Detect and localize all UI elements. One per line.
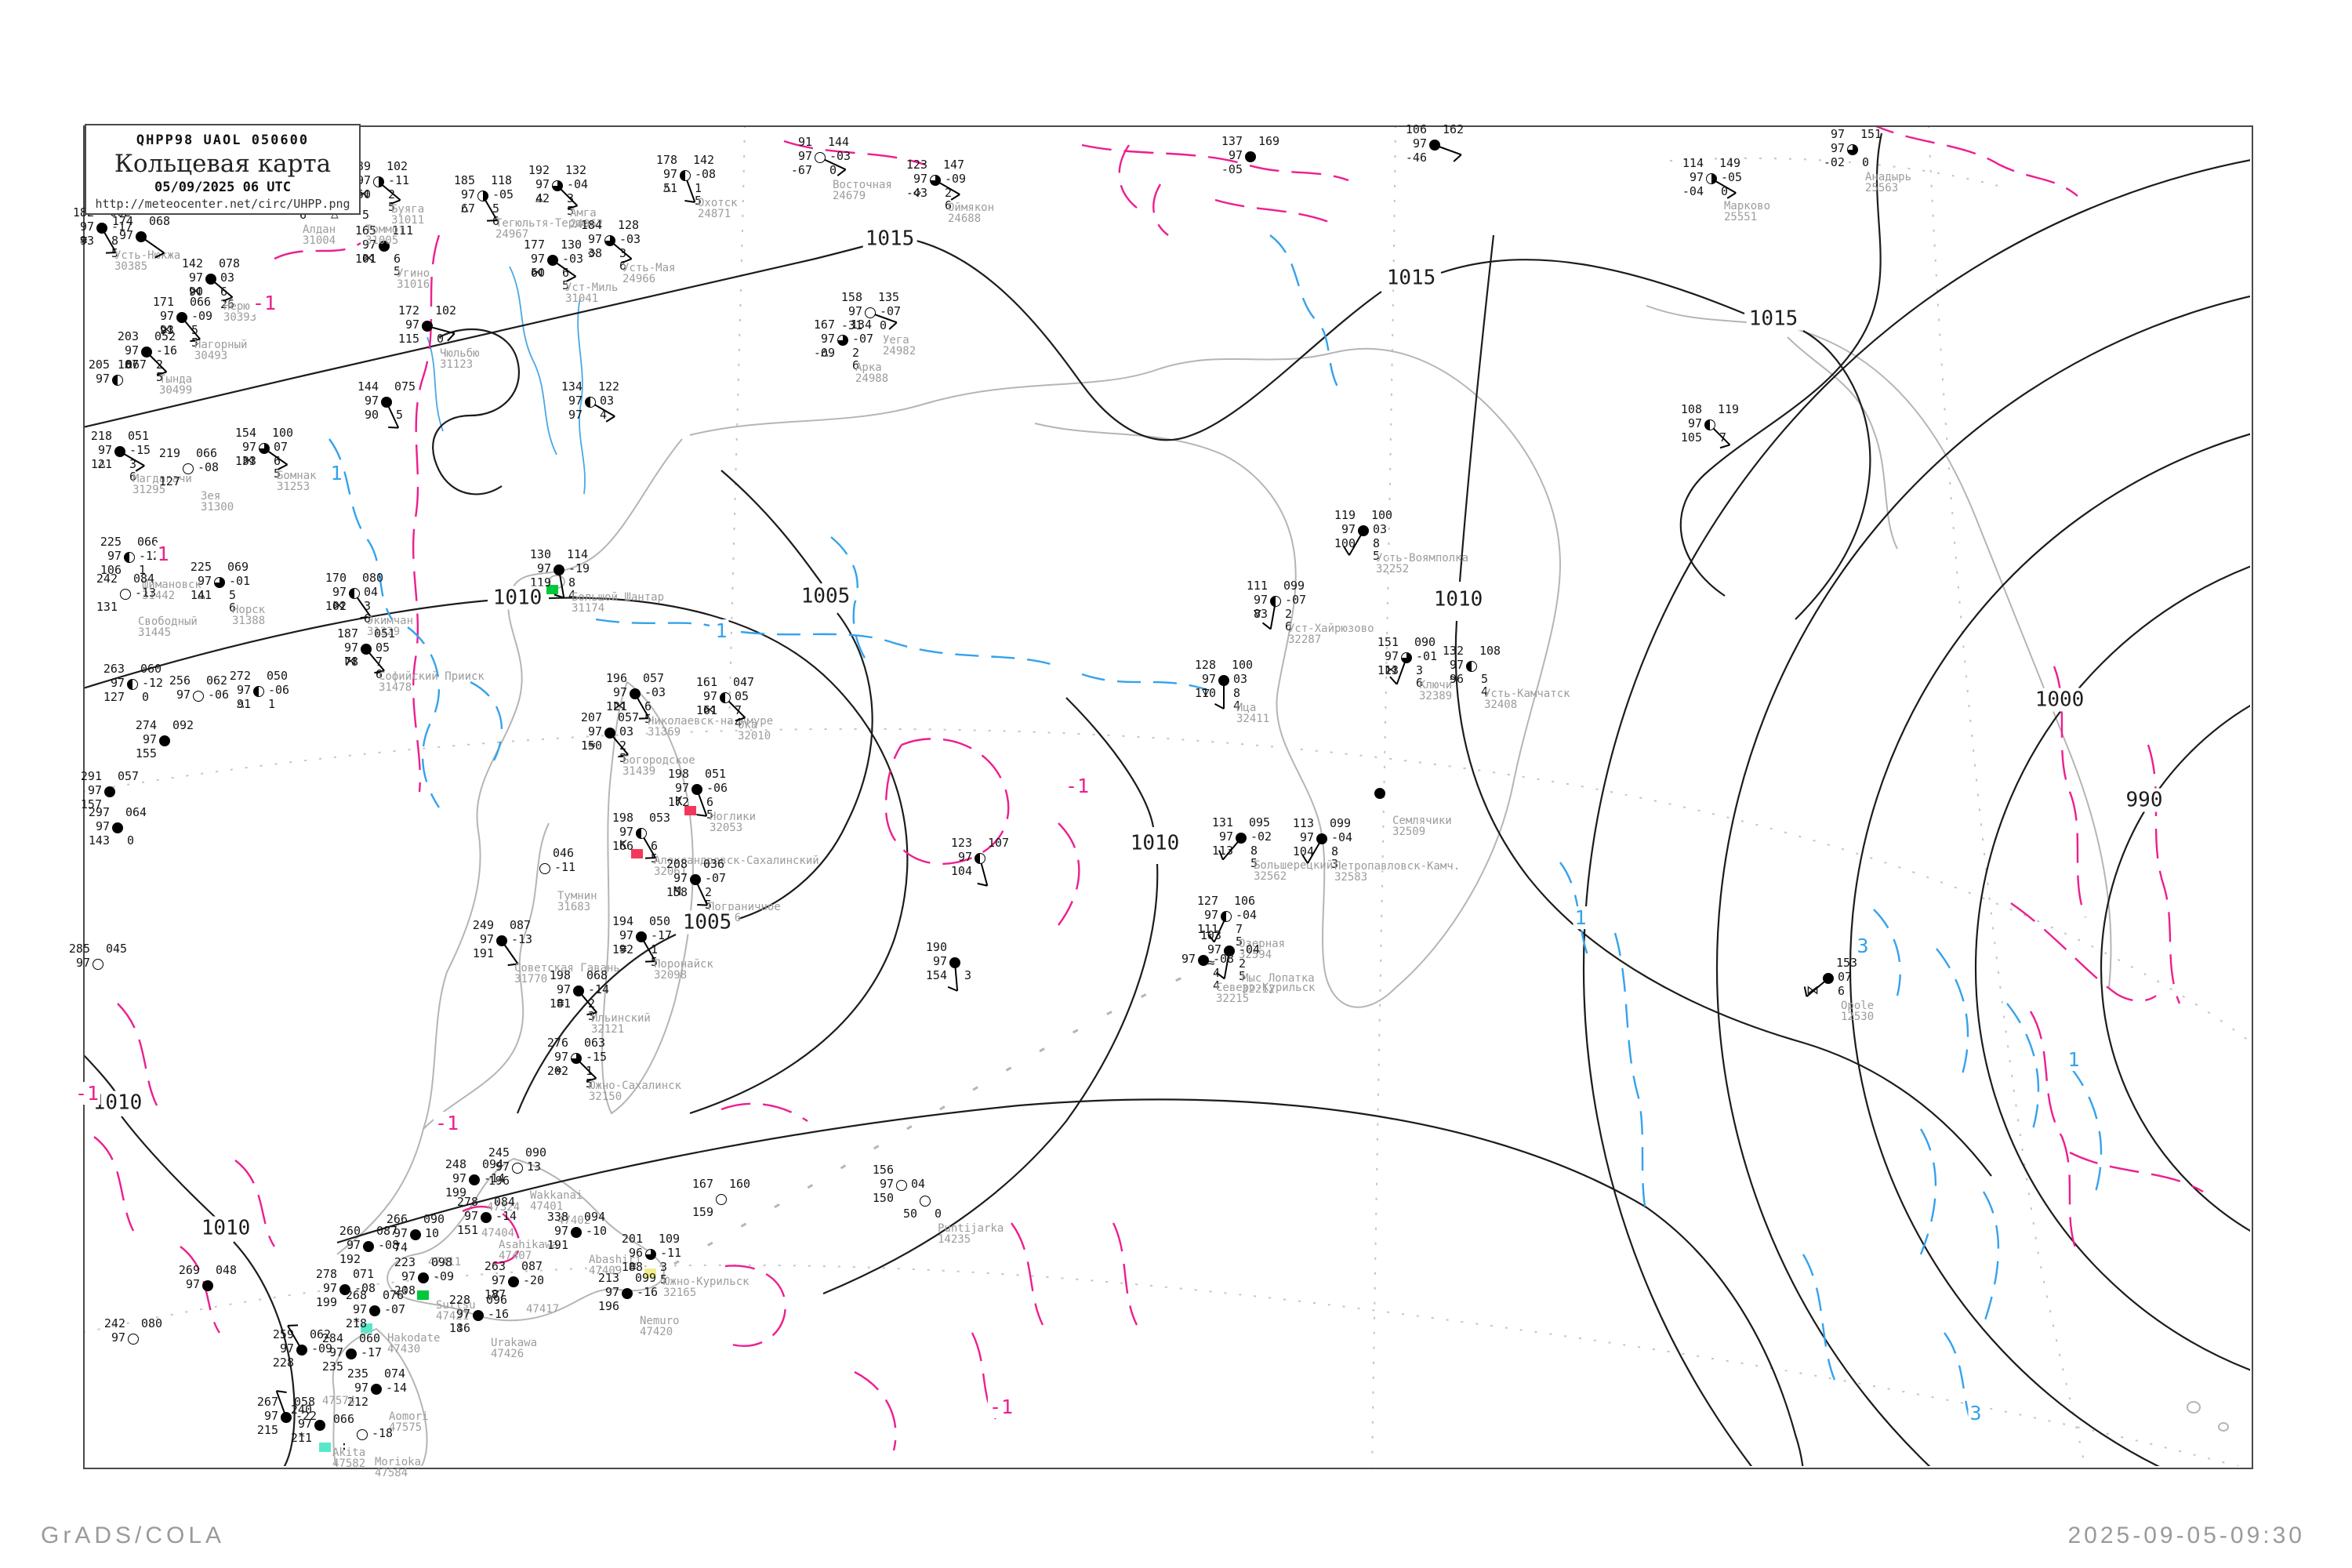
- advection-layer: [328, 234, 2103, 1436]
- source-url: http://meteocenter.net/circ/UHPP.png: [95, 197, 350, 211]
- title-box: QHPP98 UAOL 050600 Кольцевая карта 05/09…: [85, 124, 361, 215]
- map-title: Кольцевая карта: [114, 150, 332, 178]
- kuril-chain: [673, 964, 1212, 1265]
- render-timestamp: 2025-09-05-09:30: [2067, 1523, 2305, 1548]
- map-frame: [83, 125, 2253, 1469]
- front-layer: [93, 127, 2204, 1451]
- graticule-layer: [85, 127, 2250, 1466]
- bulletin-header: QHPP98 UAOL 050600: [136, 132, 310, 148]
- isobar-layer: [85, 132, 2250, 1466]
- grads-credit: GrADS/COLA: [41, 1523, 226, 1548]
- map-datetime: 05/09/2025 06 UTC: [154, 180, 291, 195]
